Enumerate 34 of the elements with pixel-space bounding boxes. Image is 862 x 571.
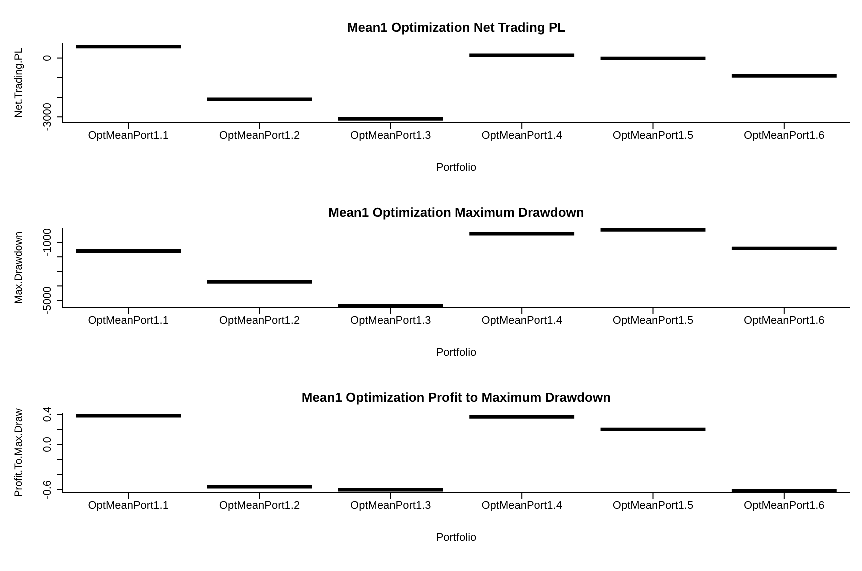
x-axis-title: Portfolio	[436, 162, 477, 174]
x-tick-label: OptMeanPort1.5	[612, 130, 694, 142]
x-tick-label: OptMeanPort1.2	[219, 314, 300, 327]
x-tick-label: OptMeanPort1.1	[88, 500, 169, 512]
y-axis-title: Max.Drawdown	[13, 232, 25, 304]
x-tick-label: OptMeanPort1.2	[219, 500, 300, 512]
y-tick-label: -1000	[42, 228, 54, 257]
x-tick-label: OptMeanPort1.2	[219, 130, 300, 142]
x-tick-label: OptMeanPort1.5	[612, 314, 694, 327]
chart-title: Mean1 Optimization Net Trading PL	[346, 20, 567, 35]
y-tick-label: -0.6	[42, 480, 54, 500]
x-tick-label: OptMeanPort1.1	[88, 314, 169, 327]
x-tick-label: OptMeanPort1.4	[482, 314, 562, 327]
x-tick-label: OptMeanPort1.3	[350, 130, 432, 142]
x-axis-title: Portfolio	[436, 347, 477, 359]
x-tick-label: OptMeanPort1.4	[482, 130, 562, 142]
y-tick-label: 0	[42, 55, 54, 62]
x-tick-label: OptMeanPort1.6	[744, 314, 825, 327]
y-axis-title: Net.Trading.PL	[13, 48, 25, 118]
x-tick-label: OptMeanPort1.3	[350, 500, 432, 512]
y-tick-label: 0.0	[42, 437, 54, 452]
y-tick-label: -3000	[42, 103, 54, 132]
y-axis-title: Profit.To.Max.Draw	[13, 408, 25, 498]
chart-title: Mean1 Optimization Profit to Maximum Drawdown	[300, 390, 612, 405]
x-tick-label: OptMeanPort1.5	[612, 500, 694, 512]
y-tick-label: 0.4	[42, 406, 54, 422]
x-axis-title: Portfolio	[436, 532, 477, 544]
x-tick-label: OptMeanPort1.6	[744, 130, 825, 142]
y-tick-label: -5000	[42, 286, 54, 315]
x-tick-label: OptMeanPort1.6	[744, 500, 825, 512]
chart-title: Mean1 Optimization Maximum Drawdown	[328, 205, 586, 220]
x-tick-label: OptMeanPort1.1	[88, 130, 169, 142]
x-tick-label: OptMeanPort1.4	[482, 500, 562, 512]
x-tick-label: OptMeanPort1.3	[350, 314, 432, 327]
